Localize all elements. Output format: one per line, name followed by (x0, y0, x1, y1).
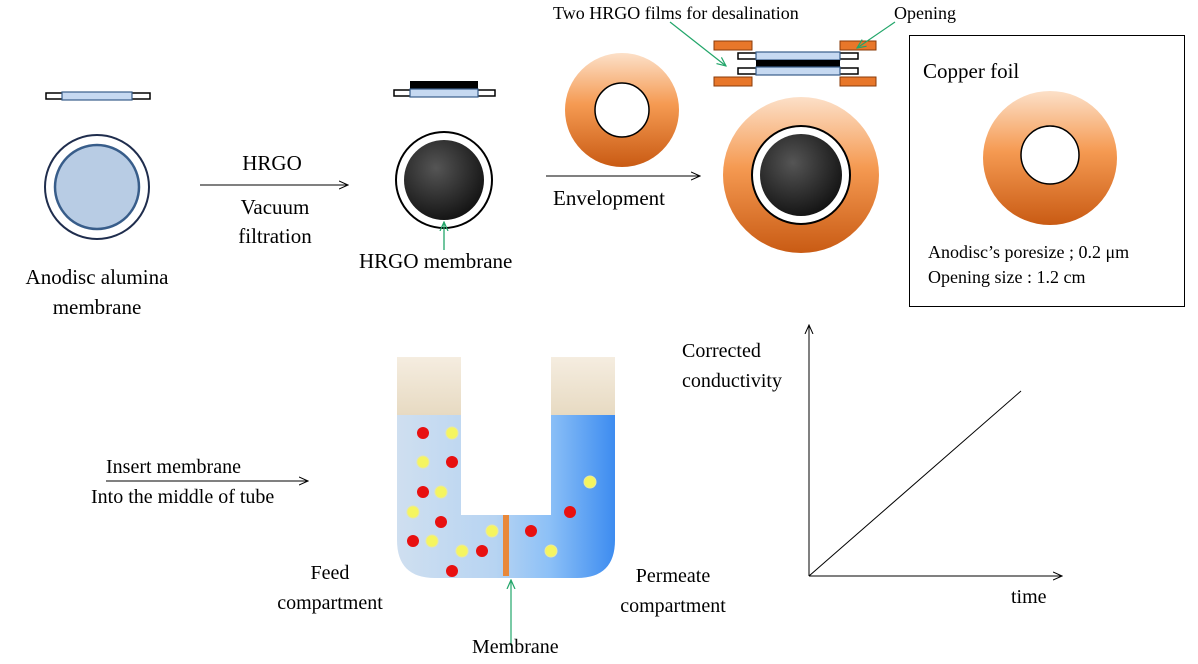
red-ion (446, 456, 458, 468)
permeate-label-line2: compartment (600, 596, 746, 616)
step1-label: Anodisc alumina membrane (10, 267, 184, 318)
feed-label: Feed compartment (260, 563, 400, 613)
yellow-ion (486, 525, 498, 537)
opening-label: Opening (894, 4, 956, 22)
red-ion (525, 525, 537, 537)
arrow1-bottom-label: Vacuum filtration (220, 197, 330, 247)
left-plug (397, 357, 461, 415)
hrgo-side-view (394, 81, 495, 97)
envelopment-label: Envelopment (553, 188, 665, 209)
yellow-ion (545, 545, 557, 557)
graph-ylabel-line2: conductivity (682, 371, 782, 391)
pore-size-text: Anodisc’s poresize ; 0.2 μm (928, 243, 1129, 261)
hrgo-membrane-disc (396, 132, 492, 228)
graph-xlabel: time (1011, 587, 1047, 607)
copper-foil-title: Copper foil (923, 61, 1019, 82)
alumina-membrane-disc (45, 135, 149, 239)
graph-ylabel-line1: Corrected (682, 341, 761, 361)
assembled-membrane-ring (723, 97, 879, 253)
red-ion (564, 506, 576, 518)
yellow-ion (407, 506, 419, 518)
hrgo-membrane-label: HRGO membrane (359, 251, 512, 272)
red-ion (417, 427, 429, 439)
graph-trend-line (809, 391, 1021, 576)
permeate-label-line1: Permeate (600, 566, 746, 586)
conductivity-graph (809, 325, 1062, 576)
separator-membrane (503, 515, 509, 576)
feed-label-line1: Feed (260, 563, 400, 583)
red-ion (435, 516, 447, 528)
red-ion (476, 545, 488, 557)
arrow1-top-label: HRGO (232, 153, 312, 174)
step1-label-line2: membrane (10, 297, 184, 318)
yellow-ion (426, 535, 438, 547)
feed-label-line2: compartment (260, 593, 400, 613)
yellow-ion (456, 545, 468, 557)
arrow1-bottom-line1: Vacuum (220, 197, 330, 218)
right-plug (551, 357, 615, 415)
red-ion (407, 535, 419, 547)
insert-label-line1: Insert membrane (106, 457, 241, 477)
opening-size-text: Opening size : 1.2 cm (928, 268, 1085, 286)
film-stack-side-view (714, 41, 876, 86)
yellow-ion (435, 486, 447, 498)
alumina-side-view (46, 92, 150, 100)
step1-label-line1: Anodisc alumina (10, 267, 184, 288)
copper-ring-small (565, 53, 679, 167)
yellow-ion (446, 427, 458, 439)
red-ion (446, 565, 458, 577)
films-label: Two HRGO films for desalination (553, 4, 799, 22)
membrane-label: Membrane (472, 637, 559, 657)
permeate-label: Permeate compartment (600, 566, 746, 616)
red-ion (417, 486, 429, 498)
insert-label-line2: Into the middle of tube (91, 487, 274, 507)
yellow-ion (417, 456, 429, 468)
yellow-ion (584, 476, 596, 488)
arrow1-bottom-line2: filtration (220, 226, 330, 247)
